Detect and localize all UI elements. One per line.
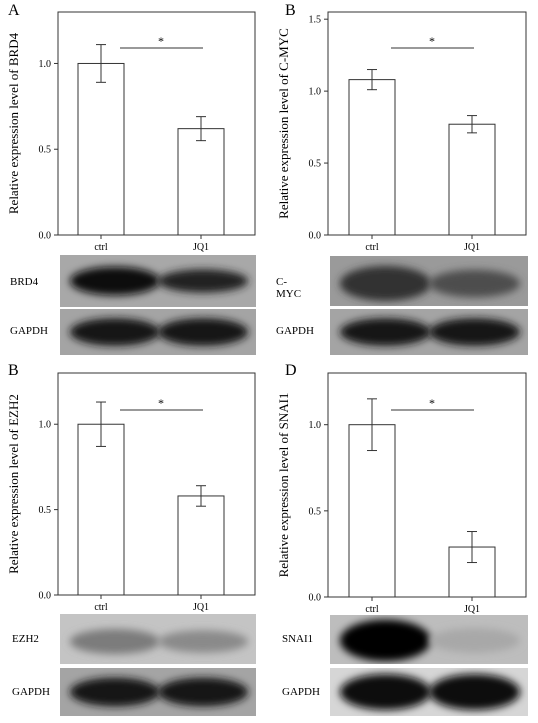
x-tick-label: JQ1: [193, 242, 209, 253]
western-blot-snai1: [330, 615, 528, 669]
western-blot-gapdh: [330, 668, 528, 721]
bar-chart-brd4: 0.0 0.5 1.0 Relative expression level of BR…: [6, 11, 256, 253]
significance-star: *: [429, 396, 435, 410]
significance-star: *: [158, 34, 164, 48]
bar: [77, 423, 125, 596]
panel-letter: B: [8, 362, 19, 379]
y-tick-label: 1.0: [39, 59, 52, 70]
blot-label: GAPDH: [12, 686, 50, 698]
bar-chart-c-myc: 0.0 0.5 1.0 1.5 Relative expression level of…: [276, 11, 527, 253]
blot-band: [158, 630, 249, 653]
y-axis-label: Relative expression level of BRD4: [6, 32, 21, 214]
blot-band: [429, 318, 521, 346]
y-tick-label: 1.5: [309, 15, 322, 26]
plot-frame: [57, 11, 256, 236]
plot-frame: [327, 11, 527, 236]
y-tick-label: 0.0: [39, 231, 52, 242]
blot-band: [339, 318, 431, 346]
y-tick-label: 0.0: [39, 591, 52, 602]
blot-band: [339, 266, 431, 301]
blot-band: [158, 269, 249, 293]
panel-letter: B: [285, 2, 296, 19]
western-blot-gapdh: [60, 309, 256, 360]
y-tick-label: 0.5: [309, 159, 322, 170]
x-tick-label: JQ1: [464, 604, 480, 615]
blot-band: [339, 619, 431, 662]
y-axis-label: Relative expression level of EZH2: [6, 394, 21, 574]
y-tick-label: 0.5: [39, 505, 52, 516]
y-tick-label: 1.0: [39, 420, 52, 431]
blot-band: [429, 269, 521, 298]
y-tick-label: 0.0: [309, 231, 322, 242]
x-tick-label: ctrl: [94, 242, 108, 253]
blot-label: SNAI1: [282, 633, 314, 645]
x-tick-label: JQ1: [193, 602, 209, 613]
x-tick-label: ctrl: [365, 242, 379, 253]
blot-label: GAPDH: [282, 686, 320, 698]
plot-frame: [327, 372, 527, 598]
y-tick-label: 0.5: [309, 506, 322, 517]
western-blot-c-myc: [330, 256, 528, 311]
x-tick-label: ctrl: [365, 604, 379, 615]
y-tick-label: 1.0: [309, 420, 322, 431]
x-tick-label: ctrl: [94, 602, 108, 613]
blot-band: [429, 628, 521, 653]
blot-label: GAPDH: [276, 325, 314, 337]
bar-chart-ezh2: 0.0 0.5 1.0 Relative expression level of EZ…: [6, 372, 256, 613]
y-tick-label: 0.5: [39, 145, 52, 156]
western-blot-gapdh: [330, 309, 528, 360]
y-tick-label: 1.0: [309, 87, 322, 98]
bar: [348, 79, 396, 236]
blot-label: C-MYC: [276, 276, 302, 300]
blot-band: [158, 318, 249, 346]
panel-letter: D: [285, 362, 297, 379]
bar-chart-snai1: 0.0 0.5 1.0 Relative expression level of SN…: [276, 372, 527, 615]
western-blot-brd4: [60, 255, 256, 312]
significance-star: *: [158, 396, 164, 410]
blot-band: [69, 677, 160, 707]
x-tick-label: JQ1: [464, 242, 480, 253]
western-blot-gapdh: [60, 668, 256, 721]
blot-band: [69, 318, 160, 346]
blot-band: [339, 674, 431, 710]
blot-band: [69, 629, 160, 654]
bar: [448, 123, 496, 236]
y-axis-label: Relative expression level of SNAI1: [276, 393, 291, 578]
panel-letter: A: [8, 2, 20, 19]
blot-label: GAPDH: [10, 325, 48, 337]
y-axis-label: Relative expression level of C-MYC: [276, 28, 291, 219]
bar: [348, 424, 396, 598]
y-tick-label: 0.0: [309, 593, 322, 604]
blot-band: [429, 674, 521, 710]
blot-label: BRD4: [10, 276, 39, 288]
blot-label: EZH2: [12, 633, 39, 645]
plot-frame: [57, 372, 256, 596]
western-blot-ezh2: [60, 614, 256, 669]
significance-star: *: [429, 34, 435, 48]
bar: [177, 495, 225, 596]
blot-band: [158, 677, 249, 707]
blot-band: [69, 266, 160, 296]
